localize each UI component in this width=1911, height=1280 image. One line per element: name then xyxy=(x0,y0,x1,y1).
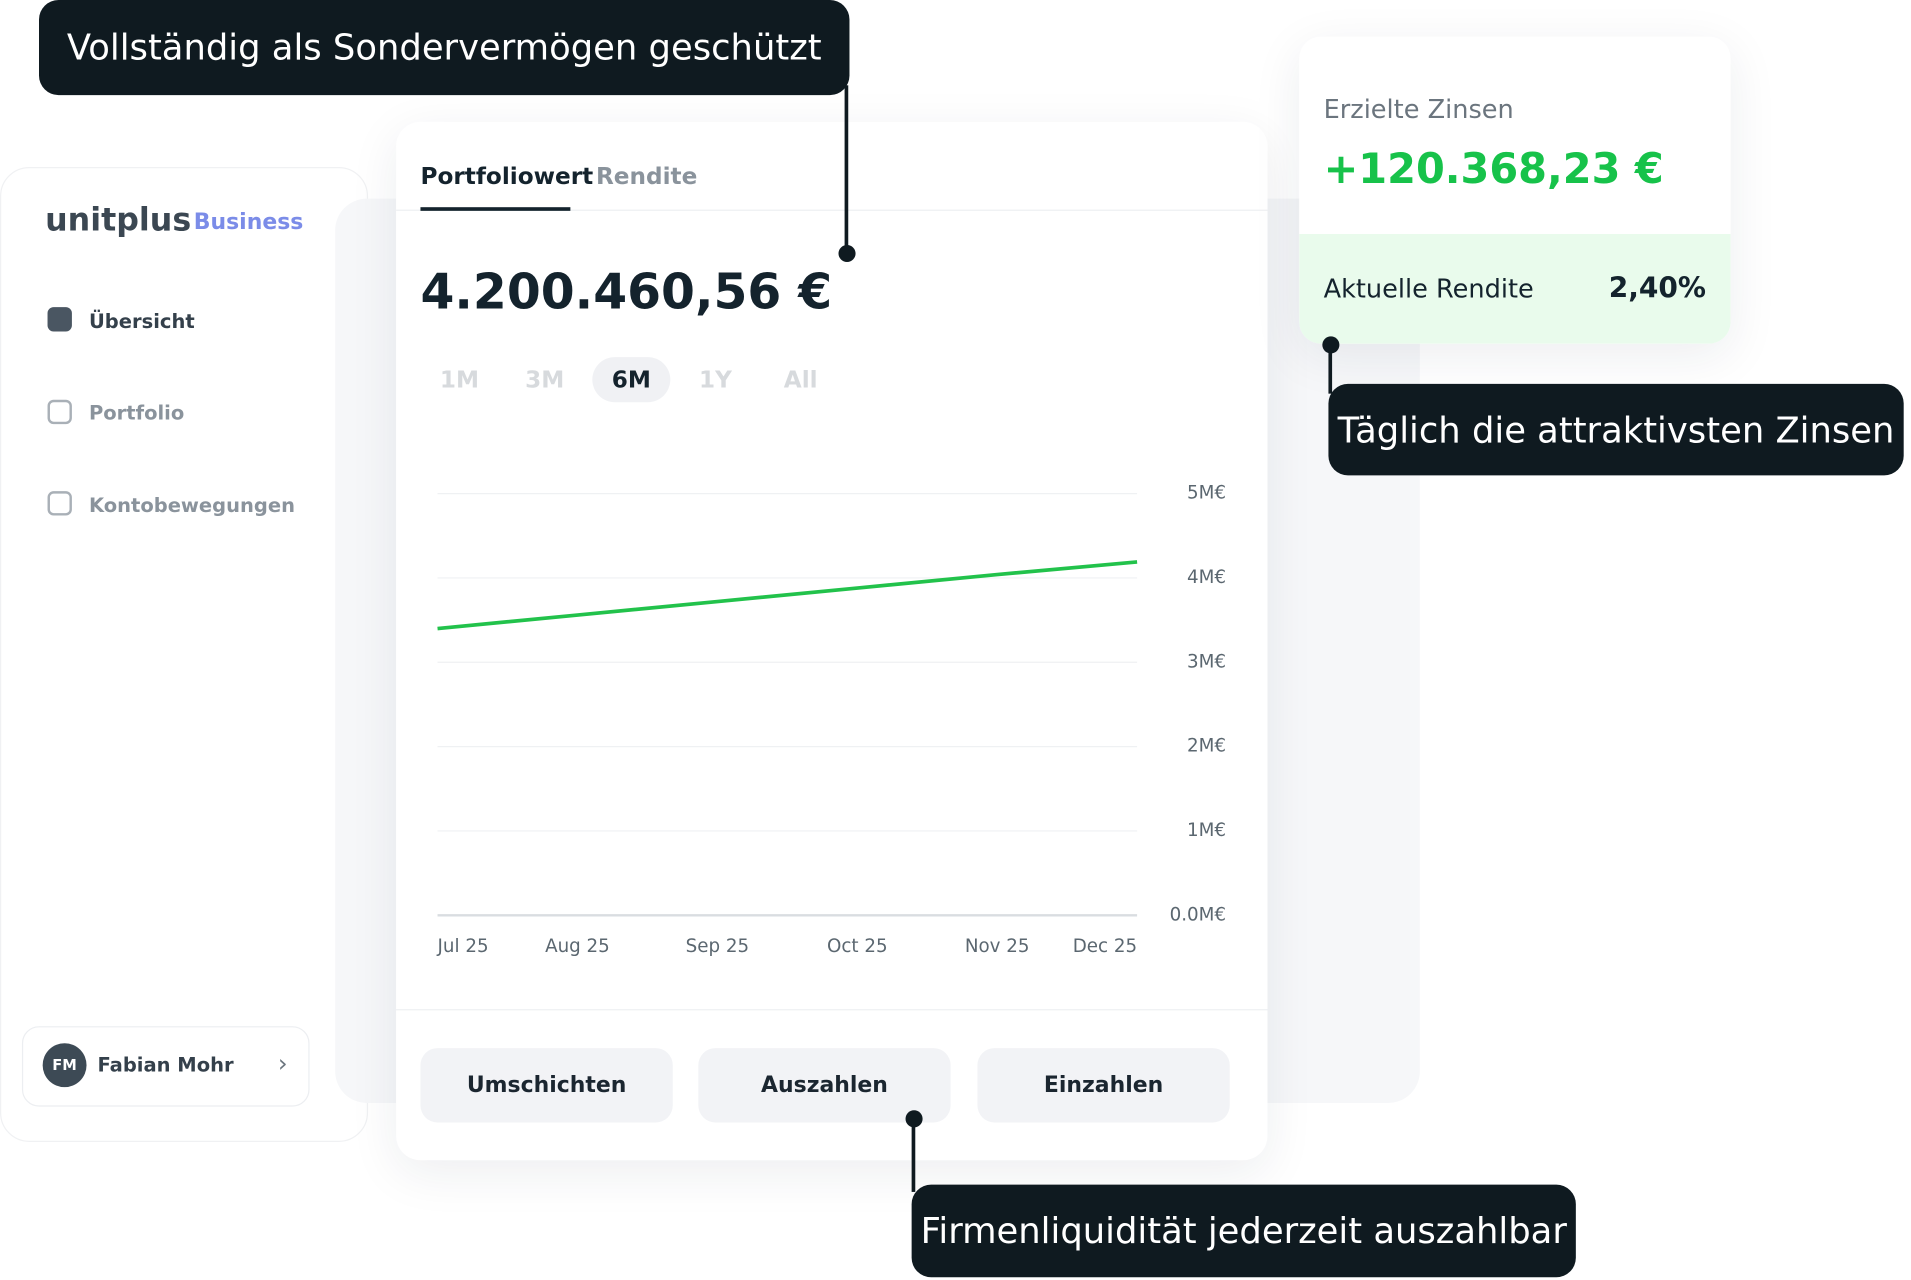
main-card xyxy=(396,121,1268,1161)
line-series xyxy=(437,560,1138,631)
user-name: Fabian Mohr xyxy=(97,1053,234,1077)
nav-item[interactable]: Portfolio xyxy=(88,400,185,425)
callout: Firmenliquidität jederzeit auszahlbar xyxy=(911,1184,1576,1278)
nav-item[interactable]: Übersicht xyxy=(88,309,195,333)
chart: 0.0M€ 1M€ 2M€ 3M€ 4M€ 5M€ Jul 25 Aug 25 Sep 25 Oc… xyxy=(437,483,1227,957)
connector-dot xyxy=(838,244,856,263)
connector xyxy=(911,1118,916,1192)
logo-suffix: Business xyxy=(193,209,304,236)
x-tick-label: Jul 25 xyxy=(437,936,489,957)
x-tick-label: Dec 25 xyxy=(1073,936,1137,957)
divider xyxy=(396,1009,1268,1011)
nav-item[interactable]: Kontobewegungen xyxy=(88,493,295,517)
x-tick-label: Aug 25 xyxy=(545,936,610,957)
avatar: FM xyxy=(42,1043,87,1088)
callout: Täglich die attraktivsten Zinsen xyxy=(1328,383,1904,476)
tab-underline xyxy=(420,207,571,211)
chevron: › xyxy=(277,1048,288,1078)
yield-band xyxy=(1299,234,1731,344)
yield-value: 2,40% xyxy=(1608,273,1707,305)
tab[interactable]: Portfoliowert xyxy=(420,163,594,191)
range-button[interactable]: 3M xyxy=(525,366,565,394)
action-button[interactable]: Auszahlen xyxy=(698,1048,951,1123)
callout: Vollständig als Sondervermögen geschützt xyxy=(39,0,850,96)
portfolio-value: 4.200.460,56 € xyxy=(420,264,833,321)
nav-icon xyxy=(47,491,72,516)
y-tick-label: 1M€ xyxy=(1187,820,1226,841)
range-button[interactable]: 6M xyxy=(592,357,671,403)
action-button[interactable]: Einzahlen xyxy=(977,1048,1230,1123)
nav-icon xyxy=(47,399,72,425)
nav-icon xyxy=(47,307,72,332)
connector xyxy=(844,85,849,254)
interest-amount: +120.368,23 € xyxy=(1323,145,1664,194)
x-tick-label: Nov 25 xyxy=(965,936,1030,957)
y-tick-label: 5M€ xyxy=(1187,483,1226,504)
y-tick-label: 4M€ xyxy=(1187,567,1226,588)
x-tick-label: Oct 25 xyxy=(827,936,888,957)
connector xyxy=(1328,344,1333,394)
tab[interactable]: Rendite xyxy=(595,163,698,191)
interest-label: Erzielte Zinsen xyxy=(1323,95,1514,125)
range-button[interactable]: 1Y xyxy=(698,366,732,394)
range-button[interactable]: 1M xyxy=(439,366,480,394)
x-tick-label: Sep 25 xyxy=(686,936,749,957)
divider xyxy=(396,209,1268,211)
action-button[interactable]: Umschichten xyxy=(420,1048,673,1123)
y-tick-label: 0.0M€ xyxy=(1170,904,1226,925)
y-tick-label: 2M€ xyxy=(1187,736,1226,757)
logo: unitplus xyxy=(45,202,192,239)
yield-label: Aktuelle Rendite xyxy=(1323,274,1534,304)
range-button[interactable]: All xyxy=(783,366,818,394)
interest-card xyxy=(1299,36,1731,344)
y-tick-label: 3M€ xyxy=(1187,651,1226,672)
